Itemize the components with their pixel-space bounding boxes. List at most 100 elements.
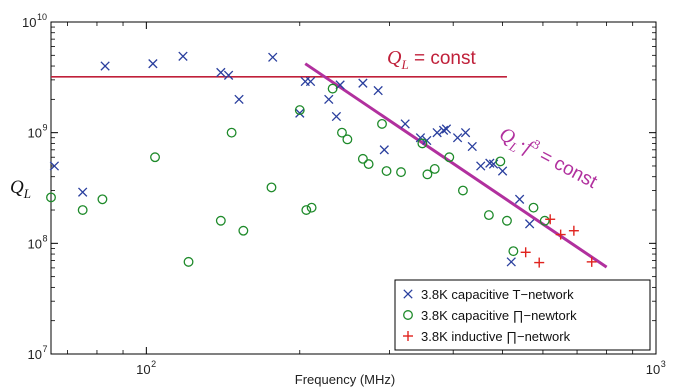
point-cap-pi-network (457, 185, 468, 196)
annotation-ql-const-text: = const (409, 48, 477, 69)
point-cap-pi-network (46, 192, 56, 203)
point-t-network (485, 158, 495, 168)
y-tick-label-exp: 7 (43, 344, 48, 354)
point-t-network-stroke-b (524, 219, 535, 229)
point-cap-pi-network (483, 210, 494, 221)
point-t-network (476, 161, 486, 171)
legend-label-t-network: 3.8K capacitive T−network (421, 287, 574, 302)
point-t-network (460, 128, 471, 138)
point-t-network-stroke-b (216, 67, 226, 78)
point-t-network (379, 145, 389, 155)
svg-text:QL = const: QL = const (387, 47, 476, 72)
point-t-network (178, 51, 188, 61)
point-cap-pi-network (429, 164, 440, 174)
point-cap-pi-network (377, 118, 387, 129)
point-t-network (216, 67, 226, 78)
point-cap-pi-network (422, 169, 433, 180)
point-t-network (438, 125, 449, 135)
data-markers (46, 51, 597, 268)
annotation-ql-const: QL = const (387, 47, 476, 72)
point-t-network (49, 161, 60, 171)
point-cap-pi-network (396, 167, 406, 178)
point-cap-pi-network (508, 246, 519, 257)
point-cap-pi-network (337, 127, 347, 138)
y-tick-label-exp: 10 (37, 12, 47, 22)
point-t-network (415, 133, 426, 143)
y-tick-label-exp: 8 (43, 233, 48, 243)
point-t-network (234, 94, 244, 105)
annotation-ql-const-symbol: Q (387, 47, 402, 69)
point-t-network-stroke-b (373, 85, 383, 96)
point-t-network-stroke-b (268, 52, 278, 62)
point-cap-pi-network (97, 194, 108, 205)
point-t-network (148, 59, 158, 69)
point-t-network-stroke-b (441, 124, 452, 134)
point-t-network (514, 194, 525, 204)
y-tick-label: 10 7 (28, 344, 48, 362)
point-t-network-stroke-b (379, 145, 389, 155)
point-t-network (452, 133, 463, 143)
point-t-network-stroke-b (514, 194, 525, 204)
x-tick-label: 10 2 (136, 359, 156, 377)
point-t-network-stroke-b (331, 111, 342, 122)
y-tick-label: 10 9 (28, 123, 48, 141)
legend-label-ind-pi-network: 3.8K inductive ∏−network (421, 329, 571, 344)
y-tick-label-base: 10 (22, 15, 36, 30)
point-ind-pi-network (545, 214, 556, 225)
axis-ticks (51, 21, 657, 355)
x-tick-label-exp: 2 (151, 359, 156, 369)
legend-markers (403, 289, 413, 341)
point-t-network-stroke-b (415, 133, 426, 143)
point-cap-pi-network (301, 205, 312, 215)
point-t-network-stroke-b (467, 141, 477, 152)
point-cap-pi-network (381, 166, 392, 176)
point-t-network-stroke-b (432, 128, 442, 138)
point-cap-pi-network (226, 127, 237, 138)
point-t-network-stroke-b (438, 125, 449, 135)
point-cap-pi-network (342, 134, 353, 145)
point-cap-pi-network (294, 105, 305, 116)
y-tick-label-exp: 9 (43, 123, 48, 133)
point-t-network-stroke-b (324, 94, 334, 105)
point-t-network-stroke-b (148, 59, 158, 69)
point-cap-pi-network (539, 215, 550, 226)
point-t-network (422, 135, 432, 146)
y-axis-label: QL (10, 177, 31, 201)
point-t-network (100, 61, 110, 71)
point-t-network (524, 219, 535, 229)
point-t-network-stroke-b (452, 133, 463, 143)
point-cap-pi-network (327, 83, 338, 94)
legend-marker-cap-pi-network (403, 310, 413, 320)
point-cap-pi-network (495, 156, 506, 167)
point-cap-pi-network (444, 152, 455, 163)
legend: 3.8K capacitive T−network 3.8K capacitiv… (394, 279, 651, 351)
point-t-network-stroke-b (223, 70, 234, 80)
legend-marker-t-network-stroke-b (403, 289, 413, 299)
point-ind-pi-network (568, 225, 579, 236)
point-t-network (223, 70, 234, 80)
x-tick-label: 10 3 (646, 359, 666, 377)
point-cap-pi-network (306, 202, 317, 213)
legend-marker-ind-pi-network (403, 331, 413, 341)
legend-label-cap-pi-network: 3.8K capacitive ∏−newtork (421, 308, 577, 323)
point-cap-pi-network (357, 153, 368, 164)
point-t-network-stroke-b (422, 135, 432, 146)
point-t-network (324, 94, 334, 105)
point-t-network-stroke-b (78, 187, 88, 197)
point-cap-pi-network (215, 215, 226, 226)
axis-tick-labels: 10 2 10 310 710 810 910 10 (22, 12, 666, 377)
point-t-network-stroke-b (497, 166, 508, 176)
point-cap-pi-network (528, 202, 539, 213)
point-t-network-stroke-b (400, 119, 410, 129)
x-tick-label-base: 10 (646, 362, 660, 377)
point-t-network-stroke-b (100, 61, 110, 71)
point-t-network (268, 52, 278, 62)
x-tick-label-exp: 3 (661, 359, 666, 369)
point-t-network (295, 108, 305, 118)
point-t-network-stroke-b (460, 128, 471, 138)
point-ind-pi-network (586, 256, 597, 267)
point-t-network (358, 78, 368, 88)
point-t-network (400, 119, 410, 129)
point-t-network-stroke-b (305, 76, 316, 87)
